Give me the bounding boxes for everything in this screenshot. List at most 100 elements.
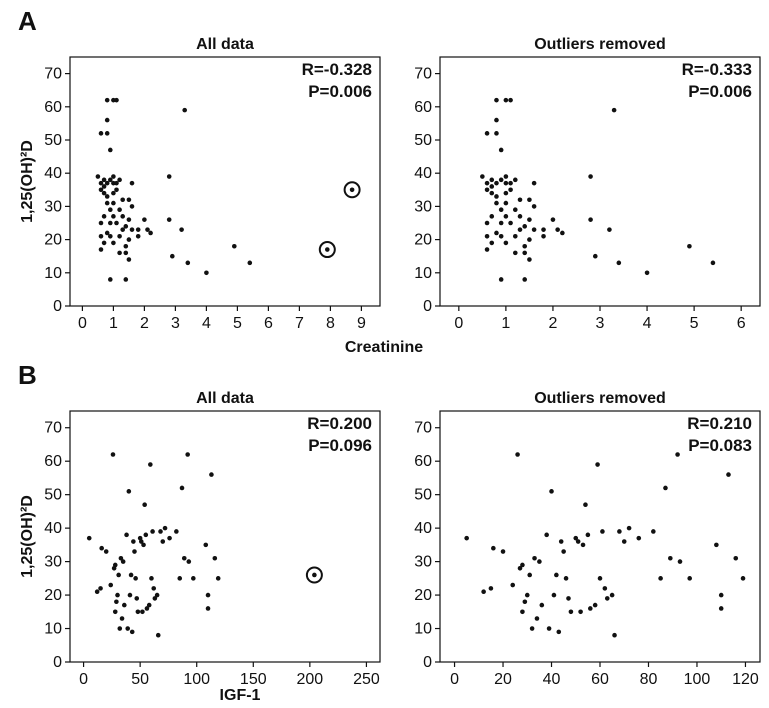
data-point (503, 97, 509, 103)
data-point (527, 572, 532, 578)
data-point (508, 180, 513, 186)
data-point (575, 539, 581, 544)
data-point (520, 609, 525, 615)
data-point (116, 572, 121, 578)
x-axis-label-creatinine: Creatinine (345, 339, 423, 356)
y-tick-label: 50 (44, 132, 62, 149)
outlier-ring (343, 181, 361, 199)
data-point (104, 200, 110, 206)
data-point (517, 197, 523, 203)
data-point (531, 227, 537, 232)
data-point (534, 616, 540, 621)
data-point (522, 277, 528, 282)
y-tick-label: 40 (44, 165, 62, 182)
data-point (104, 194, 110, 199)
data-point (126, 197, 132, 203)
data-point (687, 243, 692, 249)
data-point (498, 177, 504, 183)
data-point (167, 535, 172, 541)
data-point (498, 220, 504, 226)
data-point (135, 233, 141, 239)
data-point (101, 214, 107, 219)
data-point (108, 147, 113, 153)
data-point (135, 609, 141, 615)
data-point (484, 187, 490, 193)
data-point (585, 532, 591, 538)
data-point (104, 97, 110, 103)
x-tick-label: 3 (171, 315, 180, 332)
x-tick-label: 50 (131, 671, 149, 688)
data-point (532, 555, 537, 561)
data-point (128, 572, 134, 578)
data-point (537, 559, 542, 564)
data-point (148, 462, 153, 467)
data-point (541, 233, 546, 239)
data-point (108, 277, 113, 282)
panel-subtitle: All data (196, 390, 254, 407)
y-tick-label: 20 (414, 587, 432, 604)
data-point (170, 253, 175, 259)
data-point (522, 250, 528, 256)
data-point (522, 224, 528, 229)
data-point (675, 452, 680, 457)
data-point (118, 555, 124, 561)
data-point (527, 257, 532, 262)
data-point (101, 190, 107, 196)
data-point (588, 606, 593, 611)
y-axis-label: 1,25(OH)²D (19, 140, 36, 223)
data-point (177, 576, 183, 581)
data-point (104, 230, 110, 236)
data-point (185, 452, 190, 457)
x-tick-label: 5 (690, 315, 699, 332)
data-point (611, 107, 617, 113)
data-point (205, 606, 211, 611)
x-tick-label: 20 (494, 671, 512, 688)
data-point (573, 535, 579, 541)
data-point (129, 180, 135, 186)
data-point (191, 576, 196, 581)
data-point (588, 217, 593, 222)
chart-panel-1: A All data R=-0.328 P=0.006 0 10 20 30 40 50 60 70 0… (18, 6, 381, 332)
data-point (108, 233, 113, 239)
data-point (99, 545, 104, 551)
data-point (150, 529, 155, 534)
data-point (98, 247, 104, 252)
y-tick-label: 30 (44, 554, 62, 571)
data-point (108, 207, 113, 213)
data-point (145, 227, 150, 232)
x-tick-label: 6 (264, 315, 273, 332)
data-point (609, 592, 615, 598)
data-point (677, 559, 683, 564)
y-tick-label: 10 (44, 265, 62, 282)
data-point (494, 117, 499, 123)
p-value-label: P=0.006 (688, 82, 752, 101)
data-point (232, 243, 237, 249)
x-tick-label: 0 (450, 671, 459, 688)
data-point (215, 576, 221, 581)
data-point (108, 220, 113, 226)
data-point (484, 233, 490, 239)
data-point (568, 609, 574, 615)
data-point (561, 549, 566, 554)
data-point (527, 237, 532, 242)
data-point (621, 539, 627, 544)
y-tick-label: 70 (44, 420, 62, 437)
data-point (551, 592, 557, 598)
y-tick-label: 40 (44, 520, 62, 537)
chart-panel-4: Outliers removed R=0.210 P=0.083 0 10 20 30 40 5… (414, 390, 761, 688)
correlation-r-label: R=0.210 (687, 414, 752, 433)
x-tick-label: 7 (295, 315, 304, 332)
data-point (494, 131, 499, 136)
data-point (166, 174, 172, 179)
data-point (488, 586, 494, 591)
panel-subtitle: Outliers removed (534, 36, 666, 53)
data-point (494, 194, 499, 199)
data-point (124, 532, 129, 538)
x-tick-label: 2 (548, 315, 557, 332)
y-tick-label: 0 (53, 298, 62, 315)
data-point (489, 184, 495, 189)
data-point (612, 632, 617, 638)
y-tick-label: 0 (423, 654, 432, 671)
x-tick-label: 1 (501, 315, 510, 332)
y-tick-label: 50 (414, 487, 432, 504)
